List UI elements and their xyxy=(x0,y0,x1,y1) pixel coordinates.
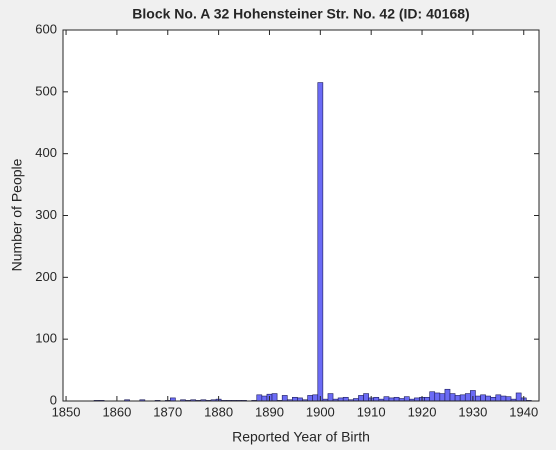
bar xyxy=(373,396,380,402)
bar xyxy=(342,396,349,402)
bar xyxy=(490,396,497,402)
x-tick-label: 1880 xyxy=(204,404,233,419)
bar xyxy=(454,395,461,402)
x-axis-label: Reported Year of Birth xyxy=(232,429,370,445)
bar xyxy=(424,396,430,402)
bar xyxy=(383,396,390,402)
bar xyxy=(358,395,364,402)
bar xyxy=(459,394,466,402)
y-tick-label: 600 xyxy=(35,21,57,36)
bar xyxy=(505,396,512,402)
bar xyxy=(281,395,288,402)
bar xyxy=(271,393,278,402)
bar xyxy=(434,392,441,402)
bar xyxy=(444,388,451,402)
bar xyxy=(500,395,507,402)
bar xyxy=(363,393,369,402)
bar xyxy=(403,396,410,402)
bar xyxy=(312,394,319,402)
bar xyxy=(261,395,268,402)
y-tick-label: 300 xyxy=(35,207,57,222)
bar xyxy=(449,393,456,402)
bar xyxy=(439,393,446,402)
x-tick-label: 1870 xyxy=(153,404,182,419)
bar xyxy=(475,395,481,402)
bar xyxy=(317,82,324,402)
y-tick-label: 100 xyxy=(35,331,57,346)
x-tick-label: 1850 xyxy=(52,404,81,419)
x-tick-label: 1920 xyxy=(408,404,437,419)
x-tick-label: 1910 xyxy=(357,404,386,419)
bar xyxy=(307,395,313,402)
bar xyxy=(480,394,486,402)
bar xyxy=(393,396,400,402)
bar xyxy=(515,392,522,402)
y-tick-label: 0 xyxy=(50,392,57,407)
plot-area xyxy=(63,30,539,401)
bar xyxy=(256,394,263,402)
axes-box xyxy=(62,29,540,402)
bar xyxy=(495,394,502,402)
y-tick-label: 200 xyxy=(35,269,57,284)
y-axis-label: Number of People xyxy=(9,158,25,271)
y-tick-label: 400 xyxy=(35,145,57,160)
bar xyxy=(464,393,471,402)
y-tick-label: 500 xyxy=(35,83,57,98)
bar xyxy=(327,393,334,402)
bar xyxy=(292,396,298,402)
bar xyxy=(429,391,436,402)
x-tick-label: 1890 xyxy=(255,404,284,419)
x-tick-label: 1930 xyxy=(458,404,487,419)
x-tick-label: 1940 xyxy=(509,404,538,419)
chart-title: Block No. A 32 Hohensteiner Str. No. 42 … xyxy=(132,6,469,22)
x-tick-label: 1900 xyxy=(306,404,335,419)
x-tick-label: 1860 xyxy=(102,404,131,419)
bar xyxy=(485,395,491,402)
